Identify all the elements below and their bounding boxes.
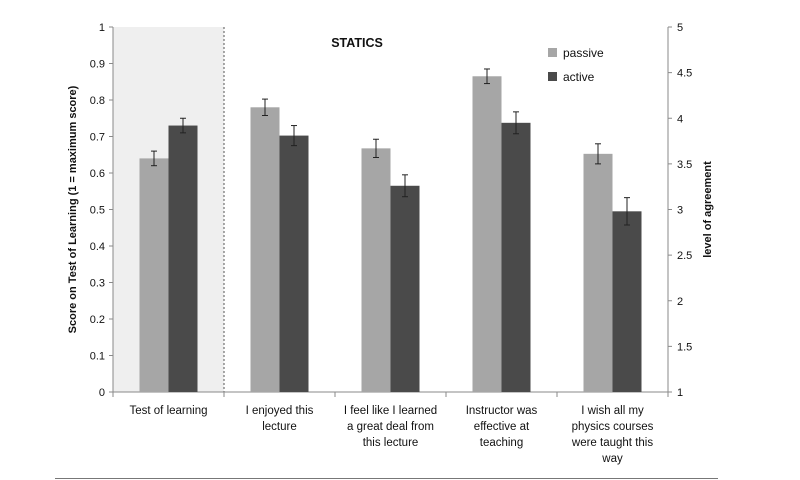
bar-active — [612, 211, 642, 392]
left-tick-label: 0.4 — [90, 241, 105, 253]
right-tick-label: 1 — [677, 387, 683, 399]
category-label: teaching — [480, 437, 523, 449]
left-tick-label: 0.3 — [90, 278, 105, 290]
left-tick-label: 0.9 — [90, 59, 105, 71]
left-tick-label: 0.8 — [90, 95, 105, 107]
left-tick-label: 0.2 — [90, 314, 105, 326]
bar-passive — [139, 158, 169, 392]
right-tick-label: 3 — [677, 205, 683, 217]
category-label: way — [601, 453, 623, 465]
right-tick-label: 5 — [677, 22, 683, 34]
bar-active — [390, 185, 420, 392]
bar-active — [168, 125, 198, 393]
bar-active — [501, 122, 531, 392]
bar-active — [279, 135, 309, 392]
right-tick-label: 2.5 — [677, 250, 692, 262]
category-label: physics courses — [572, 421, 654, 433]
left-tick-label: 1 — [99, 22, 105, 34]
category-label: Test of learning — [130, 405, 208, 417]
bar-passive — [361, 148, 391, 392]
bar-passive — [583, 153, 613, 392]
category-label: a great deal from — [347, 421, 434, 433]
right-tick-label: 3.5 — [677, 159, 692, 171]
plot-area: 0 0.1 0.2 0.3 0.4 0.5 0.6 0.7 0.8 0.9 1 1 1.5 2 2.5 3 3.… — [55, 22, 718, 479]
left-tick-label: 0.1 — [90, 351, 105, 363]
left-tick-label: 0.5 — [90, 205, 105, 217]
legend-swatch-active — [548, 72, 557, 81]
right-tick-label: 4.5 — [677, 68, 692, 80]
y2-axis-title: level of agreement — [702, 161, 714, 258]
y-axis-title: Score on Test of Learning (1 = maximum s… — [67, 85, 79, 333]
category-label: I feel like I learned — [344, 405, 437, 417]
right-tick-label: 4 — [677, 113, 683, 125]
right-tick-label: 2 — [677, 296, 683, 308]
chart-title: STATICS — [331, 36, 383, 50]
category-label: Instructor was — [466, 405, 538, 417]
right-tick-label: 1.5 — [677, 341, 692, 353]
bar-passive — [472, 76, 502, 393]
category-label: I wish all my — [581, 405, 644, 417]
category-label: lecture — [262, 421, 297, 433]
legend-swatch-passive — [548, 48, 557, 57]
category-label: this lecture — [363, 437, 419, 449]
left-tick-label: 0 — [99, 387, 105, 399]
bar-passive — [250, 107, 280, 393]
category-label: I enjoyed this — [246, 405, 314, 417]
category-label: effective at — [474, 421, 530, 433]
legend-label-active: active — [563, 70, 595, 84]
category-label: were taught this — [571, 437, 653, 449]
legend-label-passive: passive — [563, 46, 604, 60]
left-tick-label: 0.6 — [90, 168, 105, 180]
left-tick-label: 0.7 — [90, 132, 105, 144]
